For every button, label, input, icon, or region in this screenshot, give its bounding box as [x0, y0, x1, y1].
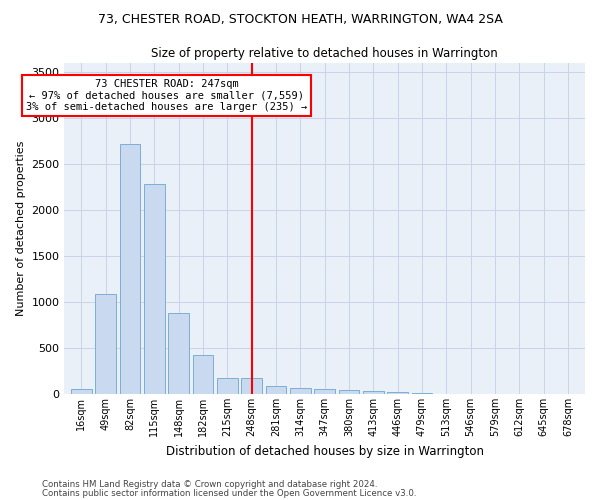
Text: 73, CHESTER ROAD, STOCKTON HEATH, WARRINGTON, WA4 2SA: 73, CHESTER ROAD, STOCKTON HEATH, WARRIN…	[98, 12, 502, 26]
Bar	[193, 356, 214, 394]
Title: Size of property relative to detached houses in Warrington: Size of property relative to detached ho…	[151, 48, 498, 60]
Bar	[71, 390, 92, 394]
Bar	[169, 313, 189, 394]
Bar	[144, 184, 165, 394]
Bar	[266, 386, 286, 394]
X-axis label: Distribution of detached houses by size in Warrington: Distribution of detached houses by size …	[166, 444, 484, 458]
Text: 73 CHESTER ROAD: 247sqm
← 97% of detached houses are smaller (7,559)
3% of semi-: 73 CHESTER ROAD: 247sqm ← 97% of detache…	[26, 78, 307, 112]
Text: Contains HM Land Registry data © Crown copyright and database right 2024.: Contains HM Land Registry data © Crown c…	[42, 480, 377, 489]
Bar	[314, 390, 335, 394]
Bar	[290, 388, 311, 394]
Text: Contains public sector information licensed under the Open Government Licence v3: Contains public sector information licen…	[42, 488, 416, 498]
Y-axis label: Number of detached properties: Number of detached properties	[16, 141, 26, 316]
Bar	[338, 390, 359, 394]
Bar	[217, 378, 238, 394]
Bar	[120, 144, 140, 394]
Bar	[241, 378, 262, 394]
Bar	[363, 391, 383, 394]
Bar	[388, 392, 408, 394]
Bar	[412, 392, 433, 394]
Bar	[95, 294, 116, 394]
